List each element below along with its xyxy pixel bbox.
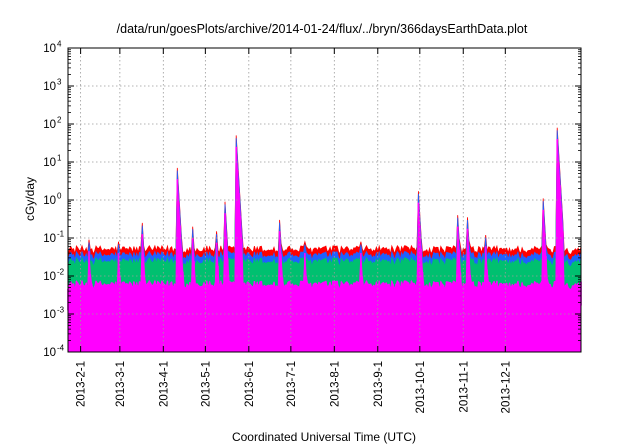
y-tick-label: 10	[43, 195, 56, 207]
y-tick-label: 10	[43, 233, 56, 245]
y-tick-exponent: -3	[57, 306, 65, 315]
y-tick-label: 10	[43, 347, 56, 359]
x-axis-label: Coordinated Universal Time (UTC)	[232, 430, 416, 444]
y-tick-exponent: 2	[57, 116, 62, 125]
grid	[68, 48, 581, 352]
y-tick-label: 10	[43, 119, 56, 131]
y-tick-exponent: 0	[57, 192, 62, 201]
y-tick-exponent: 3	[57, 78, 62, 87]
x-tick-label: 2013-11-1	[458, 361, 470, 413]
chart-title: /data/run/goesPlots/archive/2014-01-24/f…	[117, 22, 528, 36]
plot-area	[67, 127, 582, 353]
x-tick-label: 2013-9-1	[373, 361, 385, 407]
y-tick-exponent: 4	[57, 40, 62, 49]
x-tick-label: 2013-8-1	[329, 361, 341, 407]
y-axis-label: cGy/day	[23, 177, 37, 221]
y-tick-label: 10	[43, 81, 56, 93]
y-tick-exponent: 1	[57, 154, 62, 163]
x-tick-label: 2013-5-1	[200, 361, 212, 407]
x-tick-label: 2013-2-1	[76, 361, 88, 407]
y-tick-label: 10	[43, 309, 56, 321]
y-tick-label: 10	[43, 43, 56, 55]
x-tick-label: 2013-7-1	[286, 361, 298, 407]
y-tick-exponent: -4	[57, 344, 65, 353]
x-tick-label: 2013-10-1	[415, 361, 427, 413]
y-tick-exponent: -1	[57, 230, 65, 239]
y-tick-label: 10	[43, 157, 56, 169]
x-tick-label: 2013-3-1	[115, 361, 127, 407]
y-tick-label: 10	[43, 271, 56, 283]
x-tick-label: 2013-12-1	[500, 361, 512, 413]
x-tick-label: 2013-4-1	[158, 361, 170, 407]
x-tick-label: 2013-6-1	[244, 361, 256, 407]
y-tick-exponent: -2	[57, 268, 65, 277]
plot-frame	[67, 47, 582, 353]
